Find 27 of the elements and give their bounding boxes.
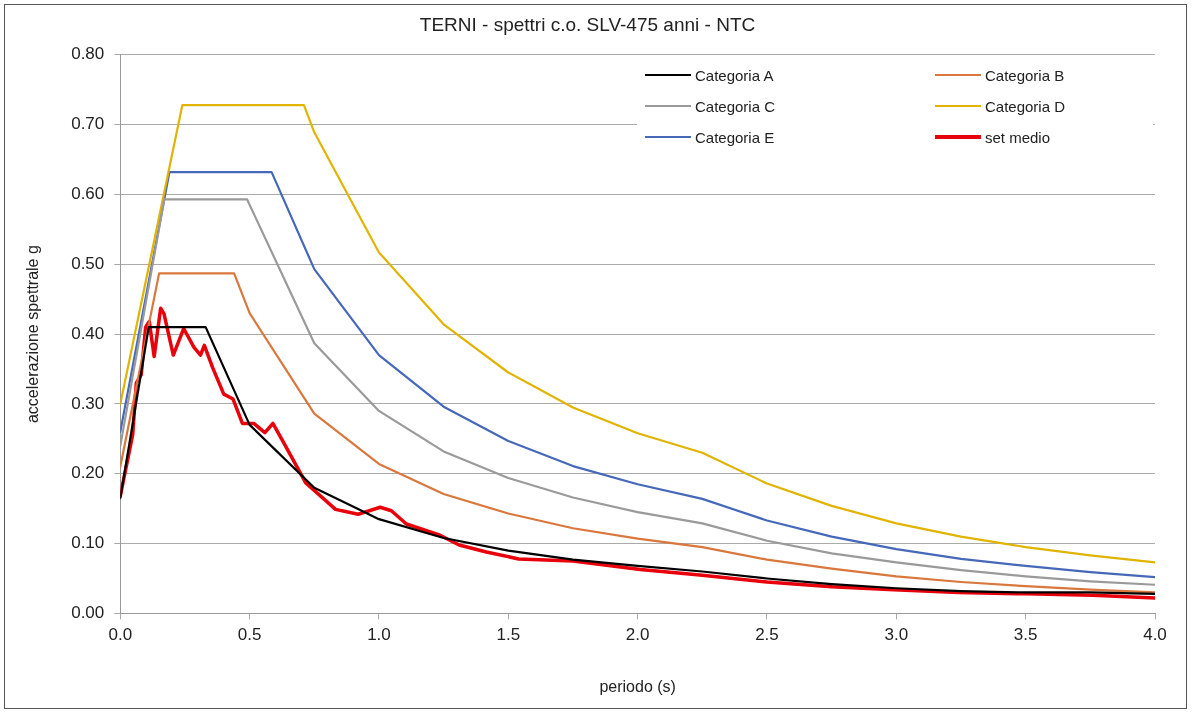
x-tick-label: 0.5	[237, 625, 262, 645]
legend-label: Categoria D	[985, 97, 1066, 115]
y-tick-label: 0.60	[71, 184, 105, 204]
legend-label: Categoria A	[695, 66, 774, 84]
x-tick-label: 1.0	[367, 625, 391, 645]
x-tick-label: 3.0	[884, 625, 909, 645]
y-tick-label: 0.50	[71, 253, 105, 273]
x-tick-label: 0.0	[108, 625, 133, 645]
x-tick-label: 3.5	[1013, 625, 1038, 645]
y-tick-label: 0.80	[71, 44, 105, 64]
x-tick-label: 4.0	[1143, 625, 1167, 645]
y-tick-label: 0.30	[71, 393, 105, 413]
y-axis-title: accelerazione spettrale g	[24, 245, 42, 424]
x-axis-title: periodo (s)	[599, 677, 676, 695]
y-tick-label: 0.10	[71, 533, 105, 553]
x-tick-label: 2.5	[755, 625, 779, 645]
legend-label: Categoria B	[985, 66, 1065, 84]
y-tick-label: 0.00	[71, 603, 105, 623]
legend-label: set medio	[985, 128, 1051, 146]
legend-label: Categoria C	[695, 97, 776, 115]
x-tick-label: 1.5	[496, 625, 521, 645]
y-tick-label: 0.40	[71, 323, 105, 343]
y-tick-label: 0.70	[71, 114, 105, 134]
x-tick-label: 2.0	[625, 625, 650, 645]
y-tick-label: 0.20	[71, 463, 105, 483]
legend-label: Categoria E	[695, 128, 775, 146]
chart-title: TERNI - spettri c.o. SLV-475 anni - NTC	[419, 13, 756, 35]
